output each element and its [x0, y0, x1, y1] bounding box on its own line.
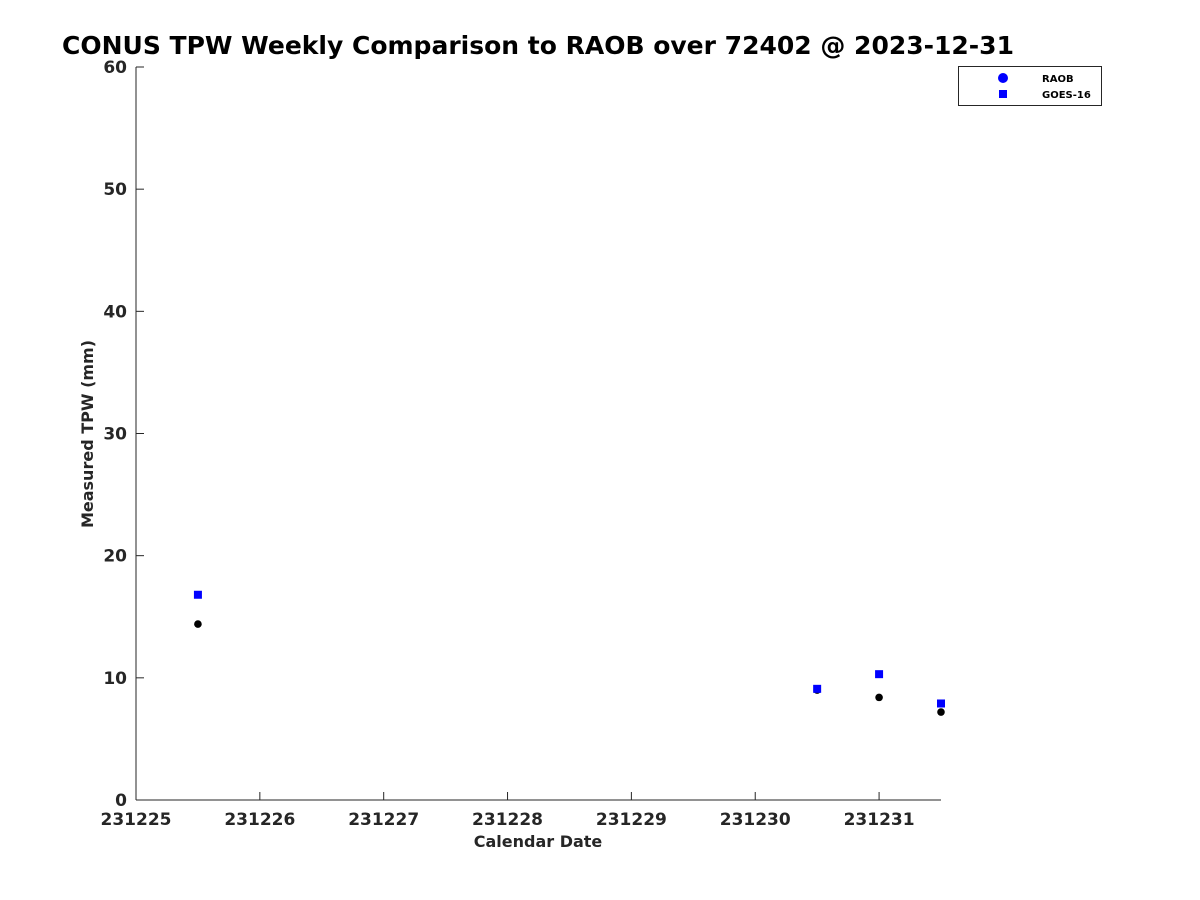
- goes-16-point: [193, 590, 202, 599]
- chart-title: CONUS TPW Weekly Comparison to RAOB over…: [62, 31, 1014, 60]
- x-tick-label: 231228: [472, 810, 543, 830]
- y-tick-label: 40: [103, 302, 127, 322]
- raob-point: [875, 693, 883, 702]
- goes-16-point: [937, 699, 945, 708]
- legend: RAOB GOES-16: [958, 66, 1102, 106]
- y-axis-label: Measured TPW (mm): [78, 340, 97, 528]
- y-tick-label: 20: [103, 547, 127, 567]
- raob-legend-marker: [998, 73, 1008, 83]
- x-tick-label: 231227: [348, 810, 419, 830]
- x-tick-label: 231226: [224, 810, 295, 830]
- y-ticks: 0 10 20 30 40 50 60: [103, 58, 144, 811]
- raob-point: [194, 620, 202, 628]
- raob-legend-label: RAOB: [1042, 74, 1074, 85]
- y-tick-label: 0: [115, 791, 127, 811]
- raob-point: [937, 708, 945, 716]
- x-axis-label: Calendar Date: [474, 832, 603, 851]
- goes-16-legend-label: GOES-16: [1042, 90, 1091, 101]
- legend-box: [958, 66, 1102, 106]
- y-tick-label: 30: [103, 425, 127, 445]
- x-tick-label: 231225: [101, 810, 172, 830]
- y-tick-label: 50: [103, 180, 127, 200]
- goes-16-point: [875, 670, 884, 679]
- goes-16-legend-marker: [999, 90, 1007, 98]
- goes-16-point: [813, 684, 822, 693]
- x-ticks: 231225 231226 231227 231228 231229 231230 2312…: [101, 792, 915, 830]
- y-tick-label: 60: [103, 58, 127, 78]
- y-tick-label: 10: [103, 669, 127, 689]
- x-tick-label: 231229: [596, 810, 667, 830]
- x-tick-label: 231231: [844, 810, 915, 830]
- plot-points: [193, 590, 945, 716]
- x-tick-label: 231230: [720, 810, 791, 830]
